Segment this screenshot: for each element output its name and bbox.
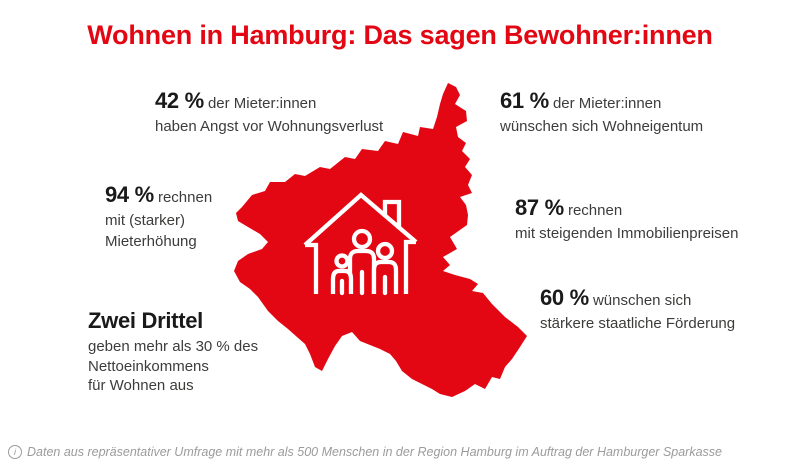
stat-line: mit (starker) [105, 212, 185, 229]
stat-value: 61 % [500, 88, 549, 113]
person-adult2-head [375, 241, 395, 261]
stat-line: für Wohnen aus [88, 377, 194, 394]
house-wall-left [305, 242, 319, 294]
stat-value: 87 % [515, 195, 564, 220]
stat-state-support: 60 % wünschen sich stärkere staatliche Fö… [540, 285, 735, 334]
stat-value: 94 % [105, 182, 154, 207]
stat-line: Nettoeinkommens [88, 357, 209, 375]
stat-line: geben mehr als 30 % des [88, 338, 259, 355]
page-title: Wohnen in Hamburg: Das sagen Bewohner:in… [87, 20, 713, 50]
stat-line: mit steigenden Immobilienpreisen [515, 225, 739, 242]
hamburg-map-svg [234, 83, 527, 397]
stat-income-share: Zwei Drittel geben mehr als 30 % des Net… [88, 308, 258, 396]
house-icon [303, 192, 418, 294]
stat-renters-fear: 42 % der Mieter:innen haben Angst vor Woh… [155, 88, 383, 137]
stat-inline-text: rechnen [567, 202, 623, 219]
hamburg-map [225, 79, 535, 405]
stat-rent-increase: 94 % rechnen mit (starker) Mieterhöhung [105, 182, 212, 252]
family-icon [330, 228, 399, 296]
stat-value: 60 % [540, 285, 589, 310]
footnote-text: Daten aus repräsentativer Umfrage mit me… [27, 445, 722, 459]
person-child-head [334, 253, 350, 269]
house-chimney [382, 199, 402, 229]
house-wall-right [403, 239, 416, 294]
person-adult-head [351, 228, 373, 250]
stat-line: haben Angst vor Wohnungsverlust [155, 118, 384, 135]
stat-inline-text: rechnen [157, 189, 213, 206]
stat-value: 42 % [155, 88, 204, 113]
stat-line: wünschen sich Wohneigentum [500, 118, 704, 135]
stat-line: stärkere staatliche Förderung [540, 315, 736, 332]
stat-inline-text: wünschen sich [592, 292, 692, 309]
stat-line: Mieterhöhung [105, 233, 197, 250]
stat-inline-text: der Mieter:innen [552, 95, 662, 112]
stat-property-prices: 87 % rechnen mit steigenden Immobilienpre… [515, 195, 738, 244]
source-footnote: i Daten aus repräsentativer Umfrage mit … [8, 445, 788, 459]
stat-wish-ownership: 61 % der Mieter:innen wünschen sich Wohne… [500, 88, 703, 137]
hamburg-silhouette [234, 83, 527, 397]
info-icon: i [8, 445, 22, 459]
stat-value: Zwei Drittel [88, 308, 203, 333]
stat-inline-text: der Mieter:innen [207, 95, 317, 112]
